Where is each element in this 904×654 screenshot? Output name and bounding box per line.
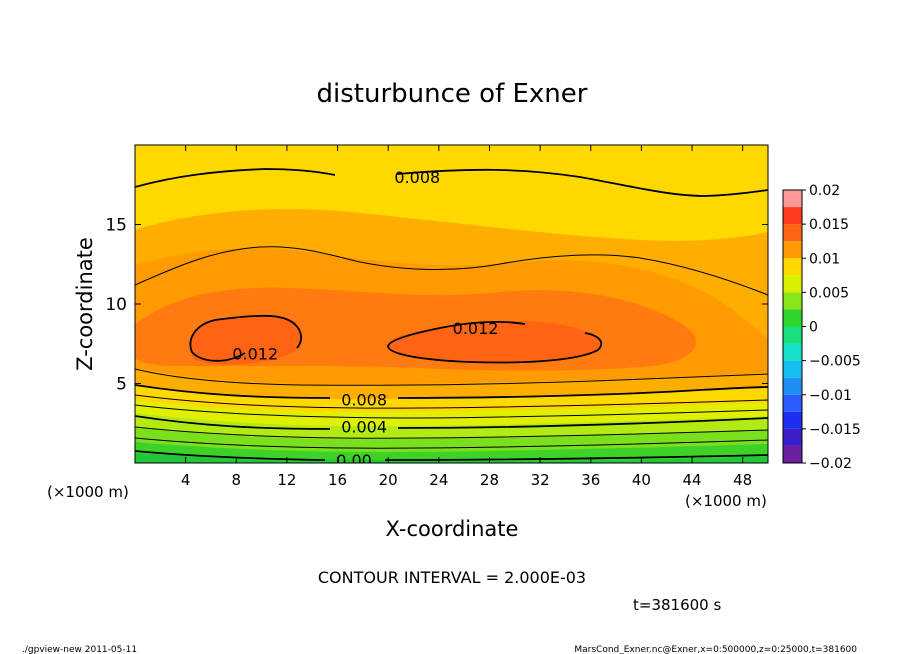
band-bottom-green xyxy=(135,453,768,463)
colorbar-tick-label-0: 0.02 xyxy=(809,183,840,199)
colorbar-level-1 xyxy=(783,428,802,446)
x-axis-title: X-coordinate xyxy=(386,517,519,541)
colorbar: 0.02 0.015 0.01 0.005 0 −0.005 −0.01 −0.015 −0.0… xyxy=(782,183,861,472)
colorbar-tick-label-6: −0.01 xyxy=(809,388,852,404)
contour-0.012-left xyxy=(189,314,302,362)
colorbar-level-0 xyxy=(783,445,802,463)
band-max-region-right xyxy=(388,321,600,363)
colorbar-tick-label-4: 0 xyxy=(809,320,818,336)
contour-0.007 xyxy=(135,394,768,409)
colorbar-tick-label-5: −0.005 xyxy=(809,354,861,370)
colorbar-level-8 xyxy=(783,309,802,327)
contour-label-4: 0.004 xyxy=(341,417,387,436)
band-max-region-left xyxy=(188,316,303,365)
contour-0.002 xyxy=(135,437,768,449)
time-text: t=381600 s xyxy=(633,596,721,614)
footer-right: MarsCond_Exner.nc@Exner,x=0:500000,z=0:2… xyxy=(574,645,857,654)
x-tick-label-11: 48 xyxy=(733,471,752,489)
contour-interval-text: CONTOUR INTERVAL = 2.000E-03 xyxy=(318,568,586,587)
colorbar-level-15 xyxy=(783,190,802,208)
colorbar-level-5 xyxy=(783,360,802,378)
colorbar-level-13 xyxy=(783,224,802,242)
colorbar-level-4 xyxy=(783,377,802,395)
contour-0.006 xyxy=(135,404,768,419)
contour-label-0: 0.008 xyxy=(394,168,440,187)
y-tick-label-1: 10 xyxy=(105,295,127,315)
x-tick-label-10: 44 xyxy=(682,471,701,489)
y-tick-layer: 5 10 15 xyxy=(105,216,768,395)
y-tick-label-2: 15 xyxy=(105,216,127,236)
x-tick-label-5: 24 xyxy=(429,471,448,489)
contour-label-5: 0.00 xyxy=(336,451,372,470)
colorbar-level-11 xyxy=(783,258,802,276)
plot-area: 0.008 0.012 0.012 0.008 0.004 0.00 xyxy=(135,145,768,470)
colorbar-level-2 xyxy=(783,411,802,429)
contour-0.008-top xyxy=(135,168,768,197)
contour-label-1: 0.012 xyxy=(453,319,499,338)
x-unit-right: (×1000 m) xyxy=(685,492,767,510)
contour-0.008-lower xyxy=(135,384,768,399)
colorbar-level-14 xyxy=(783,207,802,225)
colorbar-level-6 xyxy=(783,343,802,361)
contour-0.004 xyxy=(135,415,768,430)
colorbar-tick-label-3: 0.005 xyxy=(809,285,849,301)
x-tick-label-0: 4 xyxy=(181,471,191,489)
contour-0.010-upper xyxy=(135,246,768,296)
x-tick-label-3: 16 xyxy=(328,471,347,489)
colorbar-tick-label-2: 0.01 xyxy=(809,251,840,267)
x-unit-left: (×1000 m) xyxy=(47,483,129,501)
contour-0.010-lower xyxy=(135,368,768,386)
x-tick-layer: 4 8 12 16 20 24 28 32 36 40 44 48 xyxy=(181,145,752,489)
x-tick-label-6: 28 xyxy=(480,471,499,489)
chart-title: disturbunce of Exner xyxy=(317,79,588,109)
x-tick-label-7: 32 xyxy=(531,471,550,489)
colorbar-level-3 xyxy=(783,394,802,412)
contour-lines xyxy=(135,168,768,461)
x-tick-label-2: 12 xyxy=(277,471,296,489)
contour-0.012-right xyxy=(387,321,603,364)
contour-label-layer: 0.008 0.012 0.012 0.008 0.004 0.00 xyxy=(232,168,499,470)
contour-0.000 xyxy=(135,450,768,461)
contour-label-2: 0.012 xyxy=(232,344,278,363)
y-tick-label-0: 5 xyxy=(116,375,127,395)
x-tick-label-1: 8 xyxy=(232,471,242,489)
colorbar-level-7 xyxy=(783,326,802,344)
contour-0.003 xyxy=(135,426,768,439)
footer-left: ./gpview-new 2011-05-11 xyxy=(22,645,137,654)
x-tick-label-4: 20 xyxy=(379,471,398,489)
x-tick-label-8: 36 xyxy=(581,471,600,489)
x-tick-label-9: 40 xyxy=(632,471,651,489)
y-axis-title: Z-coordinate xyxy=(73,237,97,371)
colorbar-level-10 xyxy=(783,275,802,293)
colorbar-tick-label-8: −0.02 xyxy=(809,456,852,472)
colorbar-tick-label-1: 0.015 xyxy=(809,217,849,233)
colorbar-level-9 xyxy=(783,292,802,310)
contour-label-3: 0.008 xyxy=(341,390,387,409)
colorbar-tick-label-7: −0.015 xyxy=(809,422,861,438)
colorbar-level-12 xyxy=(783,241,802,259)
